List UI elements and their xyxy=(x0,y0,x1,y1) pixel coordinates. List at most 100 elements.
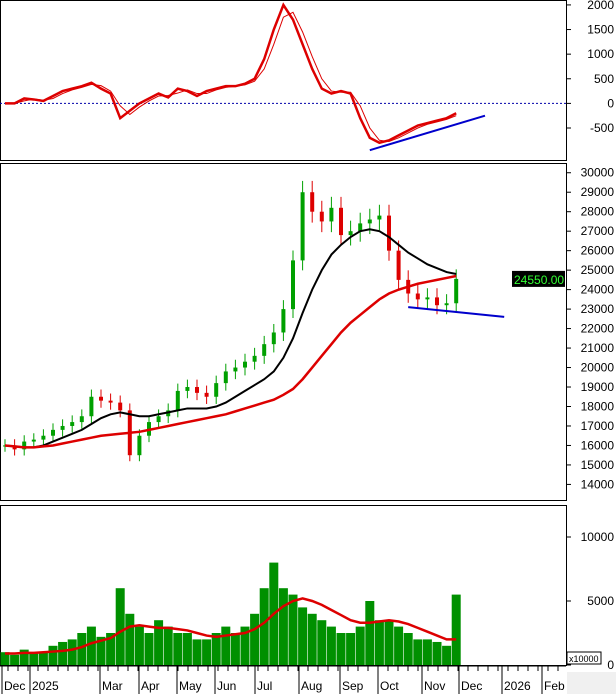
volume-bar xyxy=(115,588,125,665)
volume-bar xyxy=(163,626,173,665)
y-tick-label: 25000 xyxy=(581,263,615,277)
volume-bar xyxy=(355,626,365,665)
x-tick-label: 2026 xyxy=(504,679,531,693)
volume-bar xyxy=(288,594,298,665)
x-tick-label: Aug xyxy=(301,679,322,693)
volume-bar xyxy=(422,639,432,665)
volume-bar xyxy=(125,613,135,665)
volume-bar xyxy=(317,620,327,665)
y-tick-label: 20000 xyxy=(581,361,615,375)
volume-bar xyxy=(298,607,308,665)
volume-bar xyxy=(106,633,116,665)
volume-bar xyxy=(307,613,317,665)
volume-bar xyxy=(29,653,39,665)
y-tick-label: 0 xyxy=(607,96,614,110)
candle-body xyxy=(348,231,353,236)
y-tick-label: 16000 xyxy=(581,438,615,452)
candle-body xyxy=(425,297,430,300)
volume-bar xyxy=(336,633,346,665)
volume-bar xyxy=(240,626,250,665)
y-tick-label: 23000 xyxy=(581,302,615,316)
y-tick-label: -500 xyxy=(590,121,614,135)
volume-bar xyxy=(432,641,442,665)
y-tick-label: 2000 xyxy=(587,0,614,12)
candle-body xyxy=(329,207,334,222)
volume-bar xyxy=(346,633,356,665)
signal-line xyxy=(5,11,457,143)
y-tick-label: 26000 xyxy=(581,244,615,258)
y-tick-label: 14000 xyxy=(581,477,615,491)
candle-body xyxy=(281,309,286,333)
volume-bar xyxy=(58,641,68,665)
candle-body xyxy=(252,355,257,362)
volume-panel: 10000 5000 0 x10000 xyxy=(0,530,614,672)
oscillator-line xyxy=(5,2,457,145)
candle-body xyxy=(243,361,247,368)
candle-body xyxy=(214,383,219,397)
volume-bar xyxy=(96,636,106,665)
ma-slow-line xyxy=(4,274,457,449)
y-tick-label: 1500 xyxy=(587,23,614,37)
unit-box xyxy=(566,651,602,665)
candle-body xyxy=(415,293,420,300)
y-tick-label: 5000 xyxy=(587,594,614,608)
x-tick-label: Oct xyxy=(380,679,399,693)
volume-bar xyxy=(250,613,260,665)
last-price-label: 24550.00 xyxy=(514,273,564,287)
x-tick-label: Dec xyxy=(461,679,482,693)
candle-body xyxy=(435,297,439,306)
candle-body xyxy=(271,332,276,345)
volume-bar xyxy=(374,620,384,665)
y-tick-label: 21000 xyxy=(581,341,615,355)
candle-body xyxy=(339,207,343,236)
x-tick-label: Mar xyxy=(102,679,123,693)
y-tick-label: 27000 xyxy=(581,224,615,238)
x-tick-label: Jul xyxy=(257,679,272,693)
y-tick-label: 500 xyxy=(594,72,614,86)
candle-body xyxy=(175,390,180,411)
y-tick-label: 18000 xyxy=(581,399,615,413)
volume-bar xyxy=(413,639,423,665)
volume-bar xyxy=(259,588,269,665)
candle-body xyxy=(137,435,142,456)
candle-body xyxy=(367,219,372,224)
candle-body xyxy=(195,387,199,393)
candle-body xyxy=(185,387,190,391)
volume-bar xyxy=(451,594,461,665)
last-price-box xyxy=(512,270,565,287)
candle-body xyxy=(387,215,391,251)
candle-body xyxy=(156,416,161,423)
x-tick-label: 2025 xyxy=(32,679,59,693)
y-tick-label: 0 xyxy=(607,658,614,672)
y-tick-label: 28000 xyxy=(581,205,615,219)
y-tick-label: 1000 xyxy=(587,47,614,61)
candle-body xyxy=(60,425,65,430)
candle-body xyxy=(51,429,55,436)
candle-body xyxy=(41,435,46,440)
candle-body xyxy=(233,367,238,372)
volume-bar xyxy=(19,649,29,665)
candle-body xyxy=(358,223,363,232)
candle-body xyxy=(291,260,295,310)
x-axis: Dec 2025 Mar Apr May Jun Jul Aug Sep Oct Nov Dec 202… xyxy=(0,665,616,694)
volume-bar xyxy=(0,652,10,665)
x-tick-label: Jun xyxy=(217,679,236,693)
volume-bar xyxy=(403,633,413,665)
volume-bar xyxy=(67,639,77,665)
candle-body xyxy=(377,215,382,220)
volume-bar xyxy=(144,633,154,665)
volume-bar xyxy=(211,633,221,665)
volume-bar xyxy=(278,588,288,665)
volume-bar xyxy=(77,633,87,665)
x-tick-label: Sep xyxy=(342,679,364,693)
y-tick-label: 17000 xyxy=(581,419,615,433)
candle-body xyxy=(89,396,94,417)
candle-body xyxy=(223,371,228,384)
candle-body xyxy=(204,392,209,397)
price-panel: 30000 29000 28000 27000 26000 25000 24000 23000… xyxy=(3,166,615,491)
candle-body xyxy=(70,422,75,426)
volume-bar xyxy=(365,601,375,665)
candle-body xyxy=(396,250,401,280)
volume-bar xyxy=(182,633,192,665)
